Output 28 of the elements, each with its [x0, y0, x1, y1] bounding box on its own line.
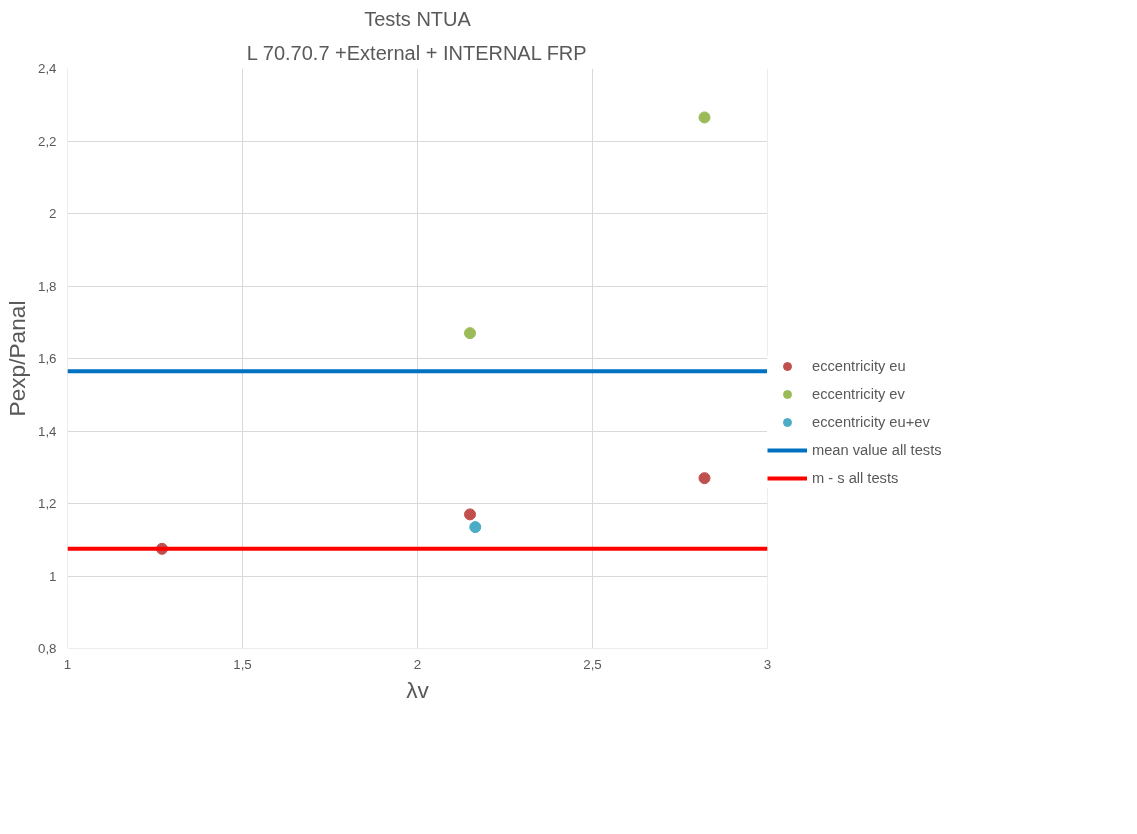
y-tick-label: 2: [49, 206, 57, 221]
point: [464, 508, 476, 521]
y-tick-label: 0,8: [37, 641, 57, 656]
chart-subtitle: L 70.70.7 +External + INTERNAL FRP: [246, 41, 587, 64]
chart-title: Tests NTUA: [364, 7, 472, 30]
x-tick-label: 3: [763, 656, 772, 672]
y-tick-label: 1,2: [37, 496, 57, 511]
x-tick-label: 2,5: [583, 656, 602, 672]
y-tick-label: 1,4: [37, 423, 58, 439]
x-tick-label: 2: [413, 656, 422, 672]
point: [464, 327, 476, 340]
y-tick-label: 1,6: [37, 351, 57, 366]
x-tick-label: 1,5: [233, 656, 252, 672]
y-axis-title: Pexp/Panal: [3, 300, 30, 417]
point: [698, 472, 711, 485]
y-tick-label: 1: [49, 568, 57, 584]
legend-label: mean value all tests: [812, 442, 942, 458]
legend-label: eccentricity eu+ev: [812, 414, 930, 430]
y-tick-label: 1,8: [37, 278, 57, 294]
legend-label: eccentricity eu: [812, 358, 906, 374]
x-tick-label: 1: [63, 656, 72, 672]
y-tick-label: 2,4: [37, 61, 58, 76]
y-tick-label: 2,2: [37, 133, 57, 149]
legend-label: m - s all tests: [812, 470, 899, 486]
point: [469, 521, 482, 534]
point: [698, 111, 711, 124]
legend-label: eccentricity ev: [812, 386, 905, 402]
x-axis-title: λv: [406, 676, 430, 703]
